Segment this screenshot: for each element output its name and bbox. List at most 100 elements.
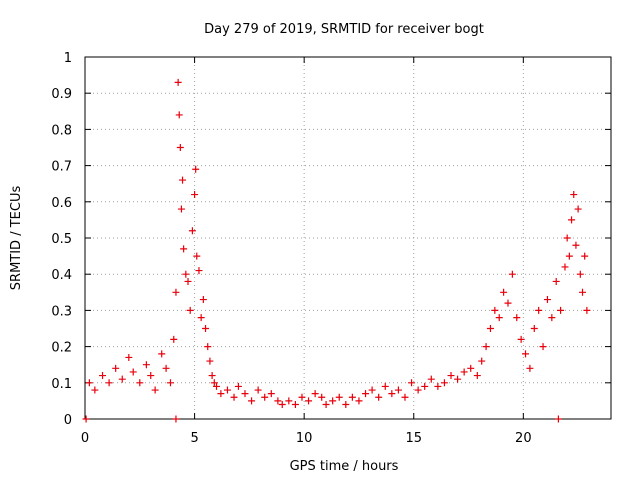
- data-point: [182, 270, 190, 278]
- data-point: [539, 343, 547, 351]
- data-point: [574, 205, 582, 213]
- data-point: [517, 335, 525, 343]
- data-point: [147, 372, 155, 380]
- data-point: [248, 397, 256, 405]
- data-point: [179, 176, 187, 184]
- data-point: [197, 314, 205, 322]
- data-point: [421, 382, 429, 390]
- data-point: [278, 401, 286, 409]
- y-tick-label: 0.6: [51, 196, 72, 211]
- data-point: [230, 393, 238, 401]
- data-point: [174, 78, 182, 86]
- data-point: [504, 299, 512, 307]
- data-point: [486, 325, 494, 332]
- data-point: [186, 306, 194, 314]
- data-point: [206, 357, 214, 365]
- data-point: [170, 335, 178, 343]
- chart-title: Day 279 of 2019, SRMTID for receiver bog…: [204, 22, 484, 37]
- data-point: [535, 306, 543, 314]
- y-tick-labels: 0 0.1 0.2 0.3 0.4 0.5 0.6 0.7 0.8 0.9 1: [51, 51, 72, 428]
- data-point: [91, 386, 99, 394]
- data-point: [318, 393, 326, 401]
- data-point: [267, 390, 275, 398]
- data-point: [581, 252, 589, 260]
- data-point: [241, 390, 249, 398]
- data-point: [112, 364, 120, 372]
- data-point: [478, 357, 486, 365]
- x-tick-label: 5: [190, 431, 198, 446]
- y-tick-label: 0.4: [51, 268, 72, 283]
- x-axis-label: GPS time / hours: [290, 459, 399, 474]
- data-point: [213, 382, 220, 390]
- data-point: [568, 216, 576, 224]
- data-point: [565, 252, 573, 260]
- data-point: [434, 382, 442, 390]
- data-point: [85, 379, 93, 387]
- data-point: [305, 397, 313, 405]
- data-point: [180, 245, 188, 253]
- y-tick-label: 0.7: [51, 160, 72, 175]
- data-point: [414, 386, 422, 394]
- data-point: [522, 350, 530, 358]
- data-point: [177, 205, 185, 213]
- data-point: [223, 386, 231, 394]
- data-point: [172, 415, 180, 423]
- data-point: [311, 390, 319, 398]
- data-point: [495, 314, 503, 322]
- data-point: [368, 386, 376, 394]
- data-point: [394, 386, 402, 394]
- data-point: [548, 314, 556, 322]
- data-point: [99, 372, 107, 380]
- x-tick-label: 10: [296, 431, 313, 446]
- data-point: [557, 306, 565, 314]
- data-point: [184, 277, 192, 285]
- data-point: [298, 393, 306, 401]
- data-point: [348, 393, 356, 401]
- data-point: [513, 314, 521, 322]
- data-point: [342, 401, 350, 409]
- grid-lines: [85, 57, 611, 419]
- data-point: [142, 361, 150, 369]
- data-point: [362, 390, 370, 398]
- y-axis-label: SRMTID / TECUs: [9, 186, 24, 291]
- data-point: [508, 270, 516, 278]
- data-point: [500, 288, 508, 296]
- data-points: [82, 78, 591, 423]
- data-point: [526, 364, 534, 372]
- data-point: [579, 288, 587, 296]
- data-point: [105, 379, 113, 387]
- data-point: [202, 325, 210, 332]
- data-point: [217, 390, 225, 398]
- data-point: [335, 393, 343, 401]
- data-point: [193, 252, 201, 260]
- data-point: [440, 379, 448, 387]
- data-point: [291, 401, 299, 409]
- x-tick-labels: 0 5 10 15 20: [81, 431, 532, 446]
- data-point: [166, 379, 174, 387]
- data-point: [285, 397, 293, 405]
- data-point: [408, 379, 416, 387]
- data-point: [554, 415, 562, 423]
- data-point: [158, 350, 166, 358]
- data-point: [322, 401, 330, 409]
- data-point: [136, 379, 144, 387]
- x-tick-label: 0: [81, 431, 89, 446]
- data-point: [82, 415, 90, 423]
- data-point: [175, 111, 183, 119]
- data-point: [208, 372, 216, 380]
- data-point: [172, 288, 180, 296]
- data-point: [261, 393, 269, 401]
- data-point: [125, 353, 133, 361]
- data-point: [401, 393, 409, 401]
- axis-ticks: [84, 56, 611, 420]
- data-point: [375, 393, 383, 401]
- data-point: [576, 270, 584, 278]
- plot-frame: [84, 56, 612, 420]
- data-point: [454, 375, 462, 383]
- y-tick-label: 0.9: [51, 87, 72, 102]
- data-point: [162, 364, 170, 372]
- data-point: [118, 375, 126, 383]
- data-point: [473, 372, 481, 380]
- data-point: [427, 375, 435, 383]
